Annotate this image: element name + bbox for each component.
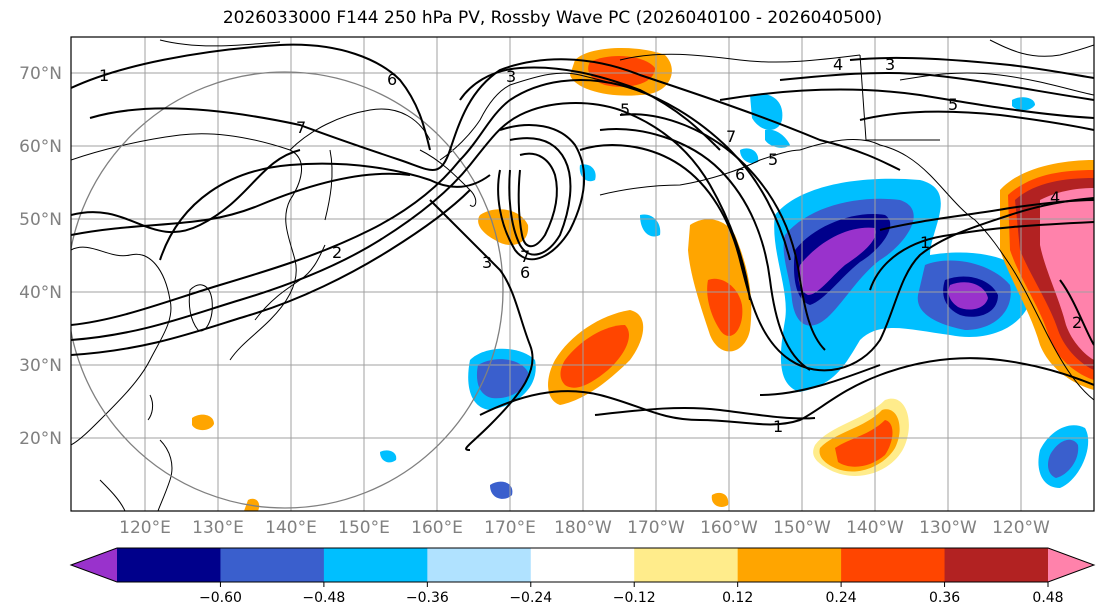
contour-label: 7 bbox=[726, 127, 736, 146]
plot-frame bbox=[70, 36, 1095, 512]
lat-label: 30°N bbox=[19, 356, 62, 376]
colorbar-segment bbox=[737, 548, 842, 582]
contour-label: 1 bbox=[99, 66, 109, 85]
lon-label: 150°E bbox=[338, 518, 390, 538]
colorbar-tick-label: −0.36 bbox=[406, 590, 449, 604]
contour-label: 7 bbox=[520, 247, 530, 266]
contour-label: 4 bbox=[1050, 188, 1060, 207]
lat-label: 60°N bbox=[19, 137, 62, 157]
colorbar-segment bbox=[220, 548, 325, 582]
colorbar-segment bbox=[117, 548, 221, 582]
colorbar-extension-high bbox=[1048, 548, 1094, 582]
lon-label: 150°W bbox=[773, 518, 831, 538]
contour-label: 2 bbox=[332, 243, 342, 262]
lat-label: 70°N bbox=[19, 64, 62, 84]
contour-label: 4 bbox=[833, 55, 843, 74]
lon-label: 120°W bbox=[992, 518, 1050, 538]
colorbar-segment bbox=[634, 548, 739, 582]
colorbar-tick-label: 0.36 bbox=[929, 590, 960, 604]
lon-label: 160°W bbox=[700, 518, 758, 538]
colorbar-segment bbox=[944, 548, 1049, 582]
colorbar-tick-label: −0.24 bbox=[509, 590, 552, 604]
lon-label: 130°W bbox=[919, 518, 977, 538]
lon-label: 160°E bbox=[411, 518, 463, 538]
contour-label: 6 bbox=[387, 70, 397, 89]
contour-label: 6 bbox=[520, 263, 530, 282]
contour-label: 5 bbox=[620, 100, 630, 119]
latitude-labels: 70°N 60°N 50°N 40°N 30°N 20°N bbox=[19, 64, 62, 449]
contour-label: 1 bbox=[920, 233, 930, 252]
contour-label: 7 bbox=[296, 118, 306, 137]
contour-label: 5 bbox=[948, 95, 958, 114]
contour-label: 2 bbox=[1072, 313, 1082, 332]
lat-label: 50°N bbox=[19, 210, 62, 230]
colorbar-tick-label: −0.12 bbox=[613, 590, 656, 604]
colorbar-tick-label: −0.60 bbox=[199, 590, 242, 604]
pv-contours bbox=[71, 43, 1094, 451]
lon-label: 140°W bbox=[846, 518, 904, 538]
colorbar-segment bbox=[427, 548, 532, 582]
lon-label: 170°E bbox=[484, 518, 536, 538]
colorbar-outline bbox=[69, 547, 1096, 583]
lon-label: 180°W bbox=[554, 518, 612, 538]
map-title: 2026033000 F144 250 hPa PV, Rossby Wave … bbox=[222, 8, 883, 28]
lon-label: 170°W bbox=[627, 518, 685, 538]
colorbar-tick-label: 0.48 bbox=[1032, 590, 1063, 604]
colorbar-segment bbox=[530, 548, 635, 582]
colorbar-tick-label: 0.24 bbox=[826, 590, 857, 604]
colorbar-segment bbox=[323, 548, 428, 582]
contour-label: 6 bbox=[735, 165, 745, 184]
gridlines bbox=[71, 37, 1094, 511]
lon-label: 130°E bbox=[192, 518, 244, 538]
colorbar: −0.60 −0.48 −0.36 −0.24 −0.12 0.12 0.24 0.36 0.4… bbox=[69, 547, 1096, 604]
colorbar-tick-label: 0.12 bbox=[722, 590, 753, 604]
shaded-anomaly-field bbox=[192, 48, 1094, 511]
longitude-labels: 120°E 130°E 140°E 150°E 160°E 170°E 180°… bbox=[119, 518, 1050, 538]
colorbar-tick-label: −0.48 bbox=[302, 590, 345, 604]
lon-label: 120°E bbox=[119, 518, 171, 538]
lon-label: 140°E bbox=[265, 518, 317, 538]
distance-circle bbox=[71, 71, 504, 509]
contour-label: 3 bbox=[885, 55, 895, 74]
contour-label: 5 bbox=[768, 150, 778, 169]
lat-label: 20°N bbox=[19, 429, 62, 449]
lat-label: 40°N bbox=[19, 283, 62, 303]
contour-label: 1 bbox=[773, 417, 783, 436]
contour-label: 3 bbox=[506, 67, 516, 86]
colorbar-extension-low bbox=[71, 548, 117, 582]
contour-label: 3 bbox=[482, 253, 492, 272]
contour-labels: 1 6 7 5 3 5 4 3 5 7 6 2 3 7 6 4 1 1 2 bbox=[99, 55, 1082, 436]
colorbar-segment bbox=[841, 548, 946, 582]
